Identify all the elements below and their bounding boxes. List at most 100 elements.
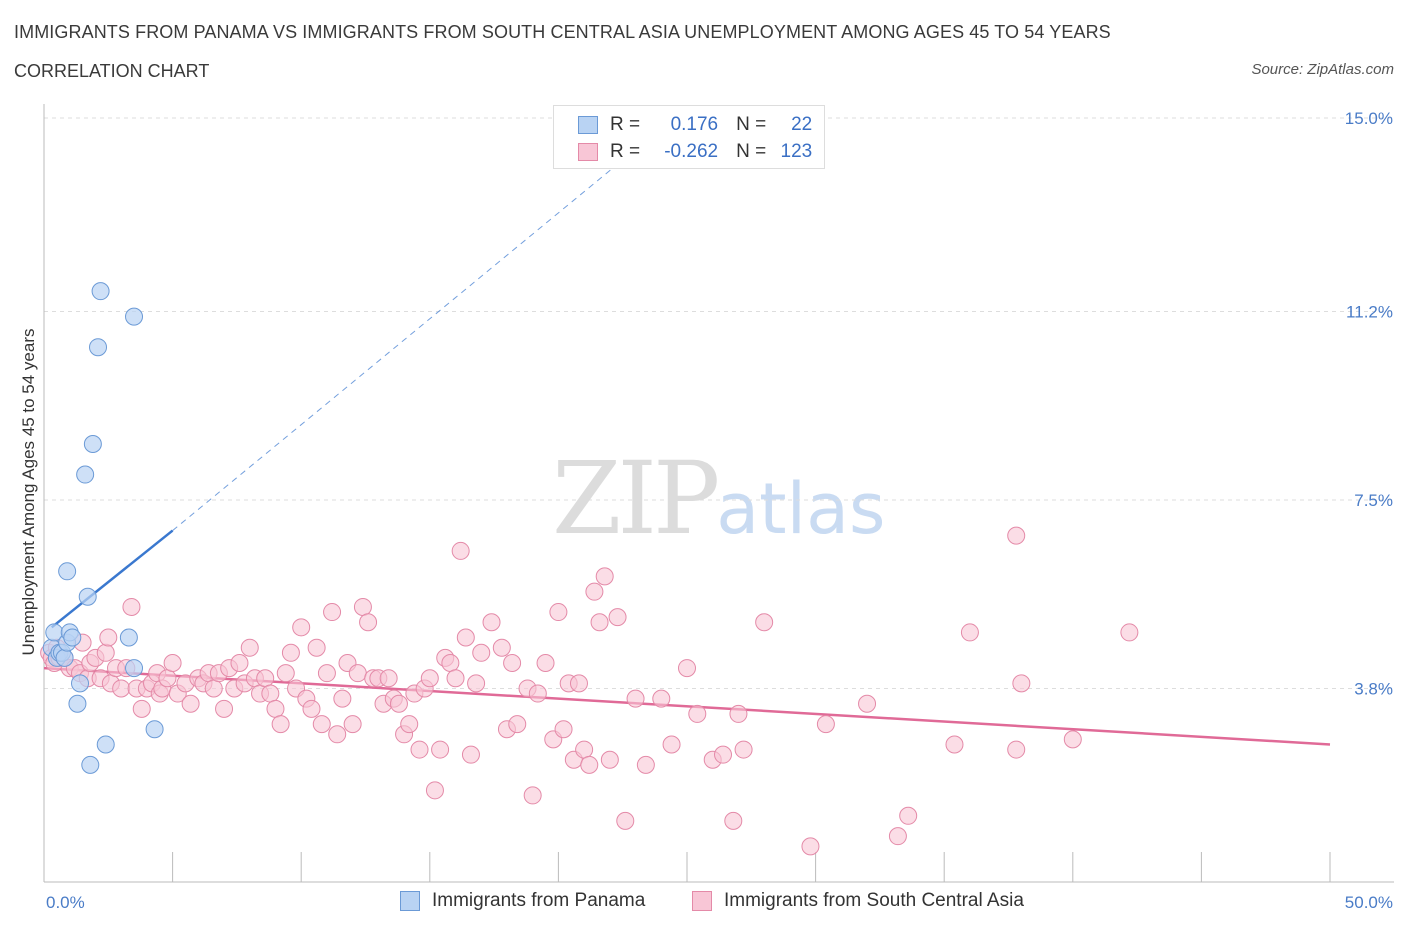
data-point-panama	[145, 720, 164, 739]
data-points	[40, 282, 1139, 856]
correlation-legend: R = 0.176 N = 22 R = -0.262 N = 123	[553, 105, 825, 169]
bottom-legend-panama-label: Immigrants from Panama	[432, 890, 646, 911]
data-point-sca	[600, 750, 619, 769]
data-point-sca	[181, 694, 200, 713]
bottom-swatch-panama	[400, 891, 420, 911]
y-tick-label: 15.0%	[1345, 109, 1393, 128]
data-point-sca	[492, 638, 511, 657]
bottom-swatch-sca	[692, 891, 712, 911]
legend-swatch-panama	[578, 116, 598, 134]
data-point-sca	[163, 653, 182, 672]
data-point-sca	[575, 740, 594, 759]
data-point-sca	[323, 603, 342, 622]
data-point-sca	[446, 669, 465, 688]
data-point-sca	[755, 613, 774, 632]
bottom-legend-panama: Immigrants from Panama	[400, 890, 645, 912]
legend-swatch-sca	[578, 143, 598, 161]
legend-n-label: N =	[736, 114, 767, 135]
data-point-sca	[1063, 730, 1082, 749]
data-point-sca	[379, 669, 398, 688]
data-point-sca	[569, 674, 588, 693]
y-tick-label: 11.2%	[1346, 303, 1393, 322]
data-point-sca	[888, 827, 907, 846]
data-point-sca	[536, 653, 555, 672]
legend-n-value: 123	[780, 141, 813, 162]
data-point-sca	[266, 699, 285, 718]
data-point-sca	[482, 613, 501, 632]
data-point-sca	[420, 669, 439, 688]
bottom-legend-sca-label: Immigrants from South Central Asia	[724, 890, 1024, 911]
data-point-sca	[467, 674, 486, 693]
data-point-panama	[78, 587, 97, 606]
data-point-sca	[801, 837, 820, 856]
data-point-sca	[456, 628, 475, 647]
data-point-sca	[281, 643, 300, 662]
data-point-panama	[83, 434, 102, 453]
data-point-sca	[508, 715, 527, 734]
data-point-sca	[724, 811, 743, 830]
data-point-sca	[662, 735, 681, 754]
y-axis-label: Unemployment Among Ages 45 to 54 years	[19, 329, 38, 656]
data-point-sca	[276, 664, 295, 683]
data-point-sca	[410, 740, 429, 759]
data-point-panama	[91, 282, 110, 301]
data-point-sca	[292, 618, 311, 637]
data-point-sca	[714, 745, 733, 764]
data-point-sca	[425, 781, 444, 800]
source-label: Source: ZipAtlas.com	[1251, 61, 1394, 78]
y-tick-label: 7.5%	[1354, 491, 1393, 510]
data-point-panama	[81, 755, 100, 774]
data-point-sca	[328, 725, 347, 744]
data-point-panama	[125, 307, 144, 326]
data-point-panama	[119, 628, 138, 647]
data-point-panama	[55, 648, 74, 667]
data-point-sca	[348, 664, 367, 683]
data-point-sca	[451, 541, 470, 560]
data-point-panama	[58, 562, 77, 581]
data-point-sca	[595, 567, 614, 586]
grid-lines	[44, 117, 1394, 689]
data-point-panama	[125, 659, 144, 678]
data-point-sca	[400, 715, 419, 734]
data-point-sca	[99, 628, 118, 647]
chart-subtitle: CORRELATION CHART	[14, 61, 210, 81]
x-tick-label: 0.0%	[46, 893, 85, 912]
data-point-sca	[359, 613, 378, 632]
data-point-panama	[96, 735, 115, 754]
y-tick-label: 3.8%	[1354, 679, 1393, 698]
legend-r-value: 0.176	[670, 114, 719, 135]
data-point-panama	[63, 628, 82, 647]
axis-labels: 3.8% 7.5% 11.2% 15.0% 0.0% 50.0% Unemployment …	[19, 109, 1393, 912]
data-point-sca	[317, 664, 336, 683]
data-point-sca	[899, 806, 918, 825]
data-point-sca	[960, 623, 979, 642]
data-point-sca	[353, 597, 372, 616]
data-point-panama	[68, 694, 87, 713]
axes	[43, 104, 1394, 883]
data-point-sca	[549, 603, 568, 622]
chart-title: IMMIGRANTS FROM PANAMA VS IMMIGRANTS FRO…	[14, 22, 1111, 42]
data-point-panama	[76, 465, 95, 484]
data-point-sca	[343, 715, 362, 734]
trend-lines	[43, 127, 1331, 746]
data-point-sca	[858, 694, 877, 713]
data-point-sca	[132, 699, 151, 718]
data-point-sca	[158, 669, 177, 688]
data-point-sca	[441, 653, 460, 672]
data-point-sca	[1007, 740, 1026, 759]
data-point-sca	[472, 643, 491, 662]
data-point-sca	[590, 613, 609, 632]
data-point-sca	[312, 715, 331, 734]
data-point-sca	[528, 684, 547, 703]
x-tick-label: 50.0%	[1345, 893, 1393, 912]
data-point-sca	[261, 684, 280, 703]
watermark: ZIPatlas	[552, 440, 885, 557]
data-point-sca	[523, 786, 542, 805]
trend-line-panama	[50, 529, 174, 629]
data-point-sca	[729, 704, 748, 723]
data-point-sca	[271, 715, 290, 734]
data-point-sca	[616, 811, 635, 830]
bottom-legend-sca: Immigrants from South Central Asia	[692, 890, 1024, 912]
data-point-sca	[626, 689, 645, 708]
